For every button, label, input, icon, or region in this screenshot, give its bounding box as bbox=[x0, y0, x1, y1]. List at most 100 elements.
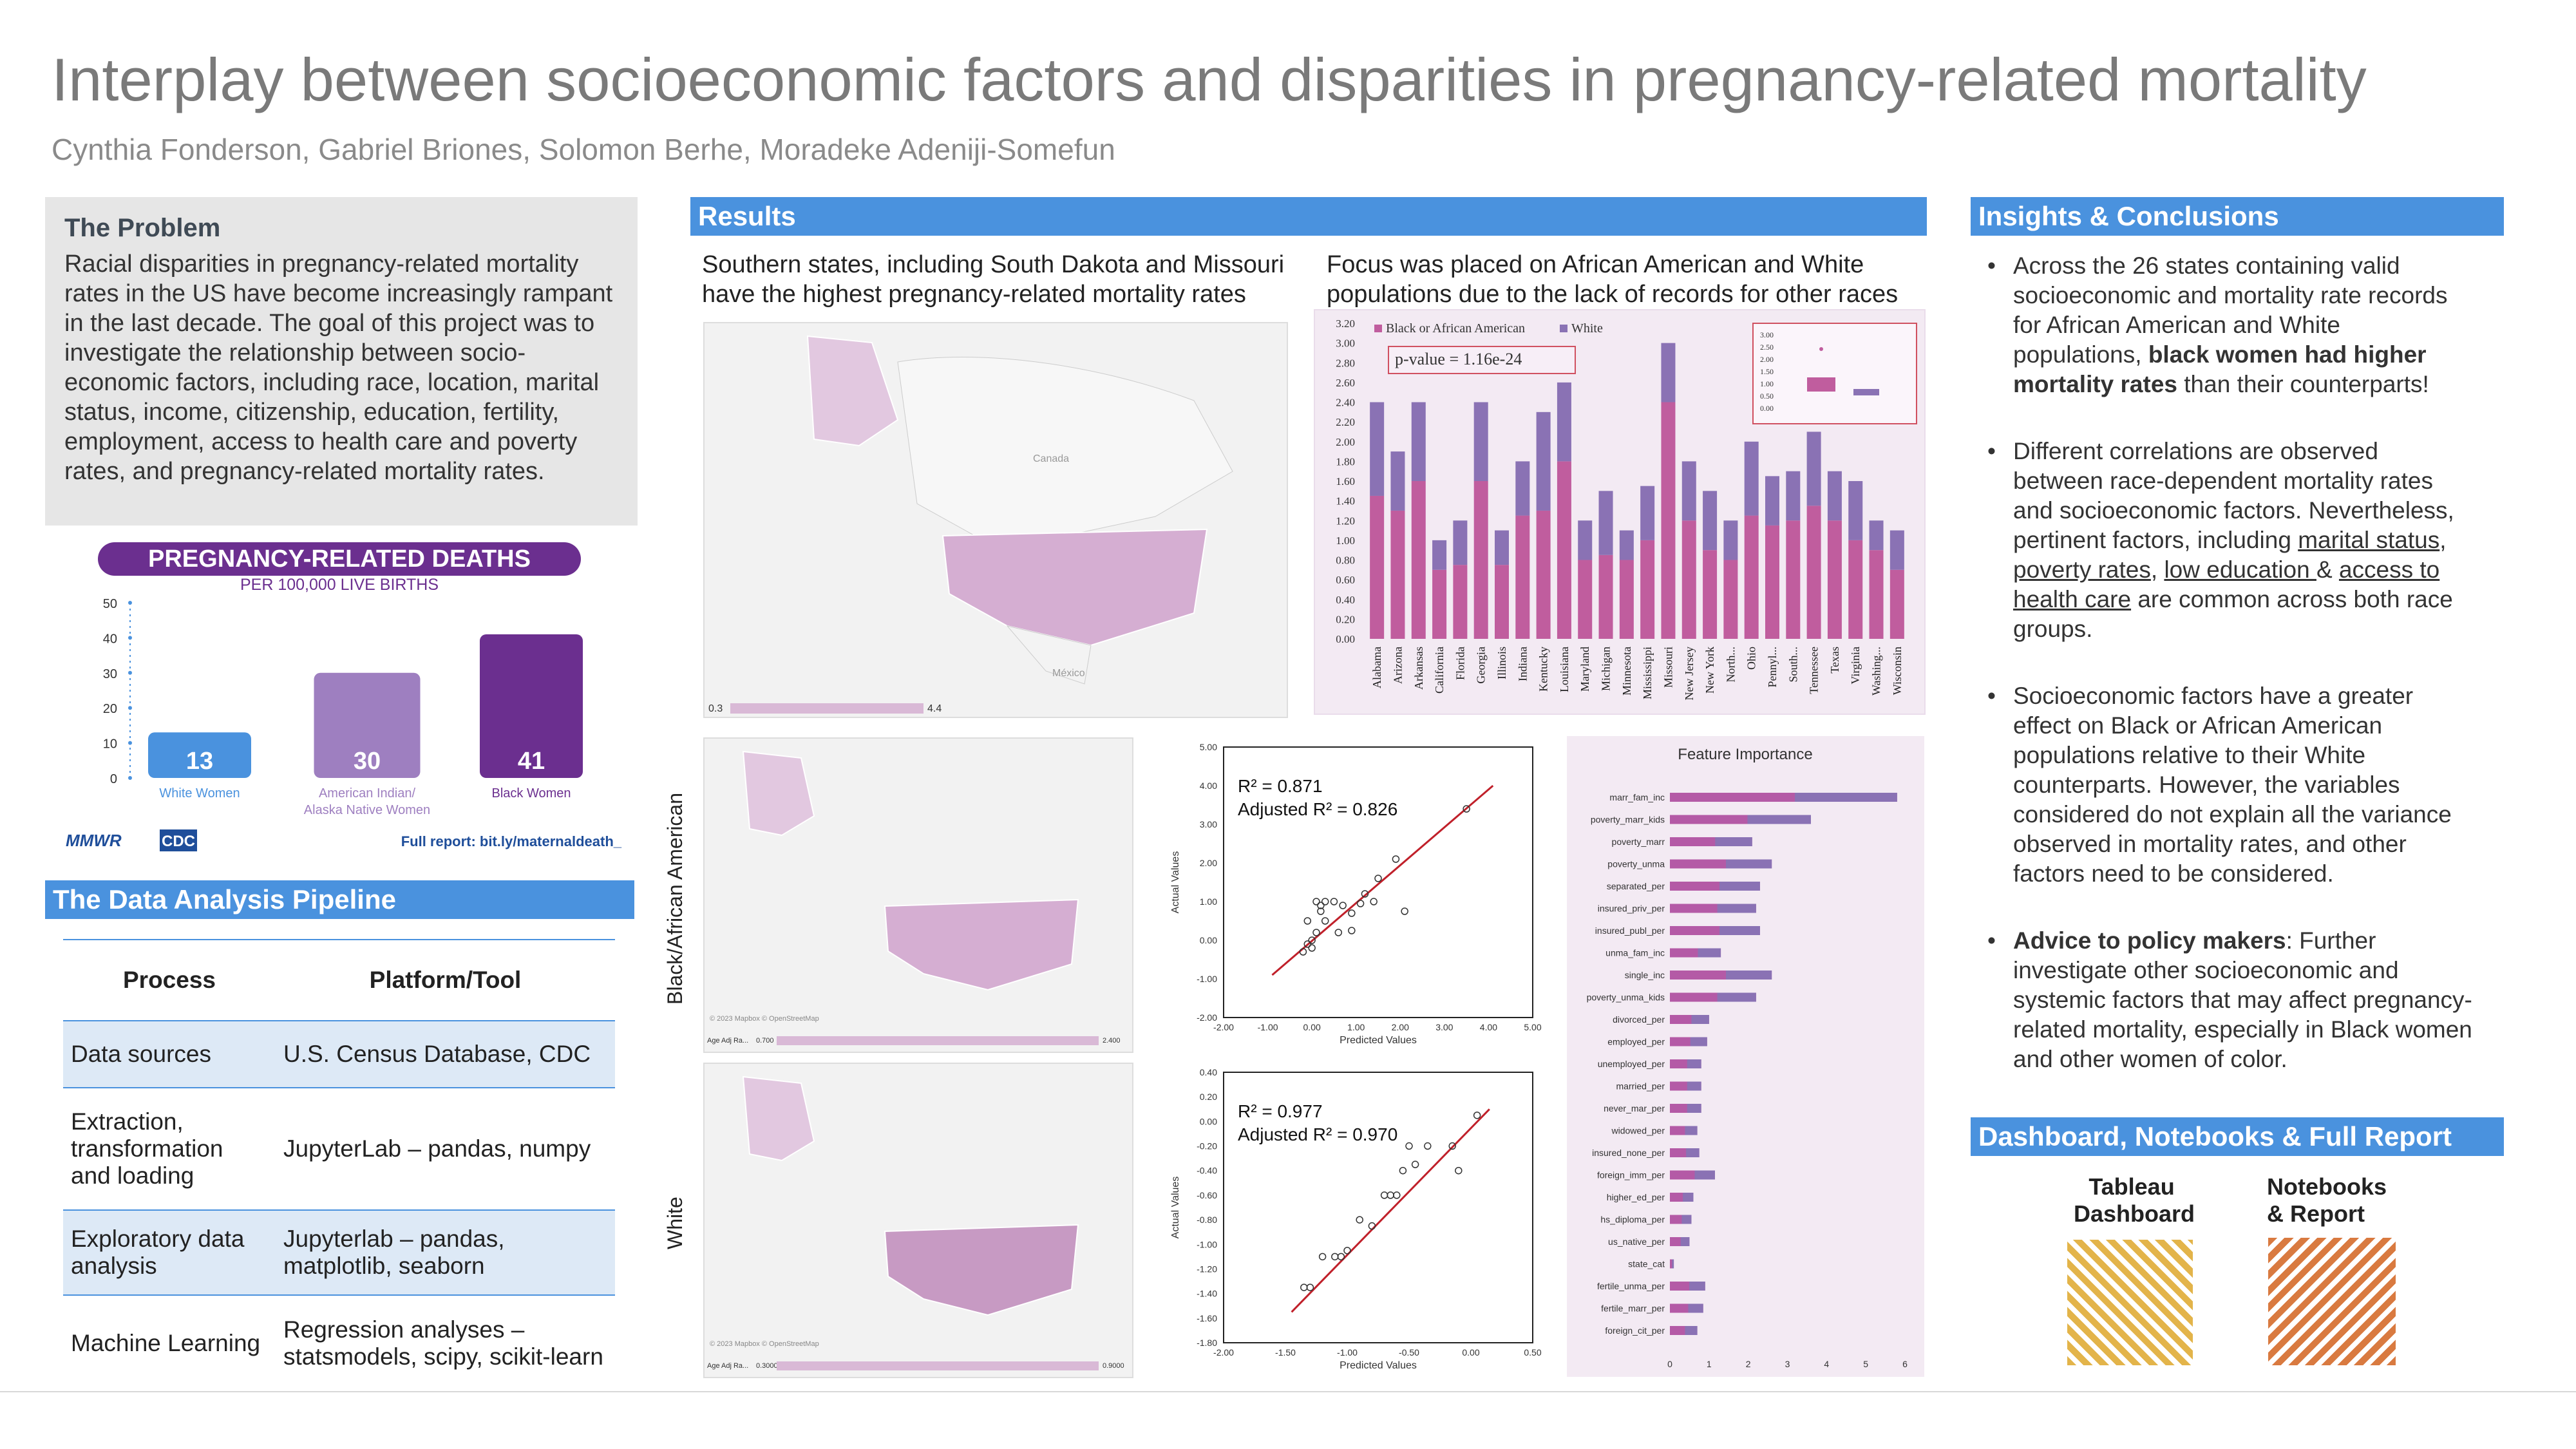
legend-title: Age Adj Ra... bbox=[707, 1362, 748, 1370]
legend-bar bbox=[777, 1361, 1099, 1370]
bar-black bbox=[1473, 481, 1488, 639]
feature-label: higher_ed_per bbox=[1607, 1192, 1665, 1202]
inset-tick: 2.00 bbox=[1760, 355, 1774, 364]
x-tick-label: Kentucky bbox=[1537, 647, 1550, 692]
y-tick-dot bbox=[128, 776, 132, 780]
bar-black bbox=[1578, 560, 1593, 639]
bar-white bbox=[1598, 491, 1613, 555]
feature-bar-overlay bbox=[1689, 1282, 1705, 1291]
y-tick-label: -1.20 bbox=[1197, 1264, 1217, 1274]
y-tick-label: -0.40 bbox=[1197, 1166, 1217, 1176]
legend-bar bbox=[730, 703, 923, 714]
bar-white bbox=[1744, 441, 1759, 516]
data-point bbox=[1399, 1166, 1407, 1175]
insight-1: Across the 26 states containing valid so… bbox=[1985, 251, 2474, 399]
bar-black bbox=[1515, 515, 1530, 639]
feature-bar-overlay bbox=[1687, 1104, 1701, 1113]
bar-white bbox=[1557, 382, 1571, 462]
adj-r2-label: Adjusted R² = 0.970 bbox=[1238, 1124, 1397, 1144]
bar-black bbox=[1827, 520, 1842, 639]
x-tick-label: Maryland bbox=[1578, 647, 1591, 692]
data-point bbox=[1331, 1253, 1339, 1261]
x-tick-label: 6 bbox=[1902, 1359, 1908, 1369]
insight-4-text: : Further investigate other socioeconomi… bbox=[2013, 927, 2472, 1072]
feature-bar-overlay bbox=[1687, 1059, 1701, 1068]
full-report-link[interactable]: Full report: bit.ly/maternaldeath_ bbox=[401, 833, 622, 849]
x-tick-label: Louisiana bbox=[1558, 647, 1571, 692]
y-tick-label: 0.00 bbox=[1336, 633, 1355, 645]
data-point bbox=[1356, 1216, 1363, 1224]
infographic-subtitle: PER 100,000 LIVE BIRTHS bbox=[240, 576, 439, 594]
tableau-qr-code[interactable] bbox=[2067, 1240, 2193, 1365]
col-tool: Platform/Tool bbox=[369, 967, 522, 993]
legend-min: 0.3000 bbox=[756, 1362, 778, 1370]
bar-white bbox=[1390, 451, 1405, 511]
map-overall-svg: Canada México 0.3 4.4 bbox=[708, 335, 1233, 714]
data-point bbox=[1303, 940, 1312, 948]
alaska-shape bbox=[806, 335, 899, 447]
bar-black bbox=[1681, 520, 1696, 639]
x-tick-label: -2.00 bbox=[1213, 1347, 1234, 1358]
feature-label: separated_per bbox=[1607, 881, 1665, 891]
pvalue-box bbox=[1388, 346, 1576, 374]
regression-white: -2.00 -1.50 -1.00 -0.50 0.00 0.50 -1.80 -1.60 -1… bbox=[1159, 1059, 1546, 1381]
insight-3: Socioeconomic factors have a greater eff… bbox=[1985, 681, 2474, 889]
process-cell: Extraction, transformation and loading bbox=[71, 1108, 223, 1189]
bar-white bbox=[1661, 343, 1676, 402]
feature-label: fertile_marr_per bbox=[1601, 1303, 1665, 1314]
feature-bar-overlay bbox=[1691, 1015, 1709, 1024]
x-tick-label: -1.00 bbox=[1258, 1022, 1278, 1032]
data-point bbox=[1312, 898, 1320, 905]
row-label-black-text: Black/African American bbox=[663, 792, 687, 1005]
mmwr-bar-value: 13 bbox=[186, 748, 213, 775]
insight-2-text: Different correlations are observed betw… bbox=[2013, 438, 2454, 553]
inset-tick: 3.00 bbox=[1760, 330, 1774, 339]
x-axis-label: Predicted Values bbox=[1340, 1035, 1417, 1046]
inset-outlier bbox=[1819, 347, 1823, 351]
x-tick-label: -1.50 bbox=[1275, 1347, 1296, 1358]
label-mexico: México bbox=[1052, 668, 1085, 679]
y-tick-label: -0.80 bbox=[1197, 1215, 1217, 1225]
feature-bar-overlay bbox=[1725, 859, 1772, 869]
bar-black bbox=[1806, 506, 1821, 639]
separator: & bbox=[2316, 556, 2339, 583]
feature-importance-chart: Feature Importance marr_fam_inc poverty_ma… bbox=[1567, 736, 1924, 1377]
map-overall[interactable]: Canada México 0.3 4.4 bbox=[703, 322, 1288, 718]
y-tick-label: 0.20 bbox=[1200, 1092, 1217, 1102]
problem-panel: The Problem Racial disparities in pregna… bbox=[45, 197, 638, 526]
legend-title: Age Adj Ra... bbox=[707, 1037, 748, 1045]
alaska-shape bbox=[742, 1075, 815, 1162]
insights-list: Across the 26 states containing valid so… bbox=[1985, 251, 2474, 1112]
map-black[interactable]: © 2023 Mapbox © OpenStreetMap Age Adj Ra… bbox=[703, 737, 1133, 1053]
x-tick-label: Mississippi bbox=[1641, 647, 1654, 699]
y-tick-label: 2.40 bbox=[1336, 397, 1355, 409]
feature-bar-overlay bbox=[1694, 1170, 1715, 1180]
canada-shape bbox=[897, 357, 1233, 536]
adj-r2-label: Adjusted R² = 0.826 bbox=[1238, 799, 1397, 819]
inset-box-black bbox=[1807, 377, 1835, 392]
x-tick-label: California bbox=[1433, 647, 1446, 694]
bar-white bbox=[1786, 471, 1801, 521]
insight-4-bold: Advice to policy makers bbox=[2013, 927, 2286, 954]
x-tick-label: Arizona bbox=[1391, 647, 1404, 684]
process-cell: Machine Learning bbox=[71, 1330, 261, 1356]
regression-black: -2.00 -1.00 0.00 1.00 2.00 3.00 4.00 5.00 -2.00 -… bbox=[1159, 734, 1546, 1056]
y-tick-dot bbox=[128, 741, 132, 745]
legend-swatch-white bbox=[1560, 325, 1567, 332]
feature-bar-overlay bbox=[1719, 926, 1760, 935]
y-tick-dot bbox=[128, 601, 132, 605]
notebooks-qr-code[interactable] bbox=[2268, 1238, 2396, 1365]
data-point bbox=[1334, 929, 1343, 936]
bar-black bbox=[1536, 510, 1551, 639]
inset-tick: 0.00 bbox=[1760, 404, 1774, 413]
feature-label: hs_diploma_per bbox=[1600, 1215, 1665, 1225]
r2-label: R² = 0.977 bbox=[1238, 1101, 1323, 1121]
data-point bbox=[1308, 944, 1316, 952]
y-tick-label: 1.20 bbox=[1336, 515, 1355, 527]
feature-label: unma_fam_inc bbox=[1605, 948, 1665, 958]
x-tick-label: Arkansas bbox=[1412, 647, 1425, 690]
map-white[interactable]: © 2023 Mapbox © OpenStreetMap Age Adj Ra… bbox=[703, 1063, 1133, 1378]
bar-black bbox=[1744, 515, 1759, 639]
x-tick-label: South... bbox=[1786, 647, 1799, 683]
legend-min: 0.700 bbox=[756, 1037, 774, 1045]
